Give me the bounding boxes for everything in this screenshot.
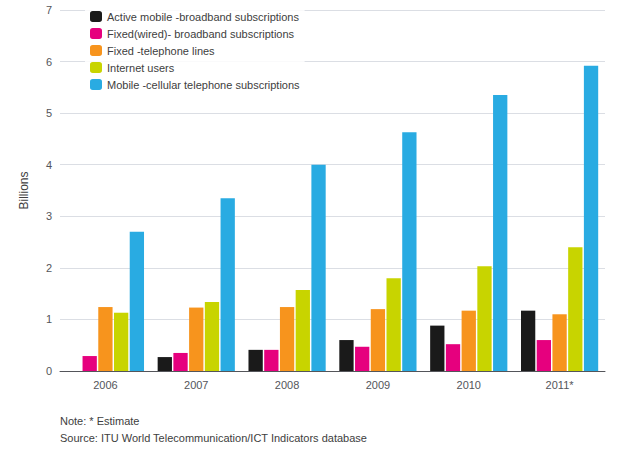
svg-text:2008: 2008 <box>275 379 299 391</box>
svg-text:5: 5 <box>46 107 52 119</box>
svg-text:2007: 2007 <box>184 379 208 391</box>
svg-text:Source: ITU World Telecommunic: Source: ITU World Telecommunication/ICT … <box>60 432 367 444</box>
svg-text:Fixed -telephone lines: Fixed -telephone lines <box>107 45 215 57</box>
svg-text:6: 6 <box>46 56 52 68</box>
svg-text:Fixed(wired)- broadband subscr: Fixed(wired)- broadband subscriptions <box>107 28 295 40</box>
svg-text:Active mobile -broadband subsc: Active mobile -broadband subscriptions <box>107 11 299 23</box>
svg-text:7: 7 <box>46 4 52 16</box>
svg-text:4: 4 <box>46 159 52 171</box>
svg-text:Note: * Estimate: Note: * Estimate <box>60 415 139 427</box>
svg-text:0: 0 <box>46 365 52 377</box>
svg-text:1: 1 <box>46 313 52 325</box>
svg-text:Internet users: Internet users <box>107 62 175 74</box>
svg-text:2: 2 <box>46 262 52 274</box>
svg-text:2011*: 2011* <box>546 379 575 391</box>
svg-text:Billions: Billions <box>17 171 31 209</box>
svg-text:2009: 2009 <box>366 379 390 391</box>
svg-text:Mobile -cellular telephone sub: Mobile -cellular telephone subscriptions <box>107 79 300 91</box>
svg-text:2006: 2006 <box>93 379 117 391</box>
svg-text:3: 3 <box>46 210 52 222</box>
svg-text:2010: 2010 <box>457 379 481 391</box>
